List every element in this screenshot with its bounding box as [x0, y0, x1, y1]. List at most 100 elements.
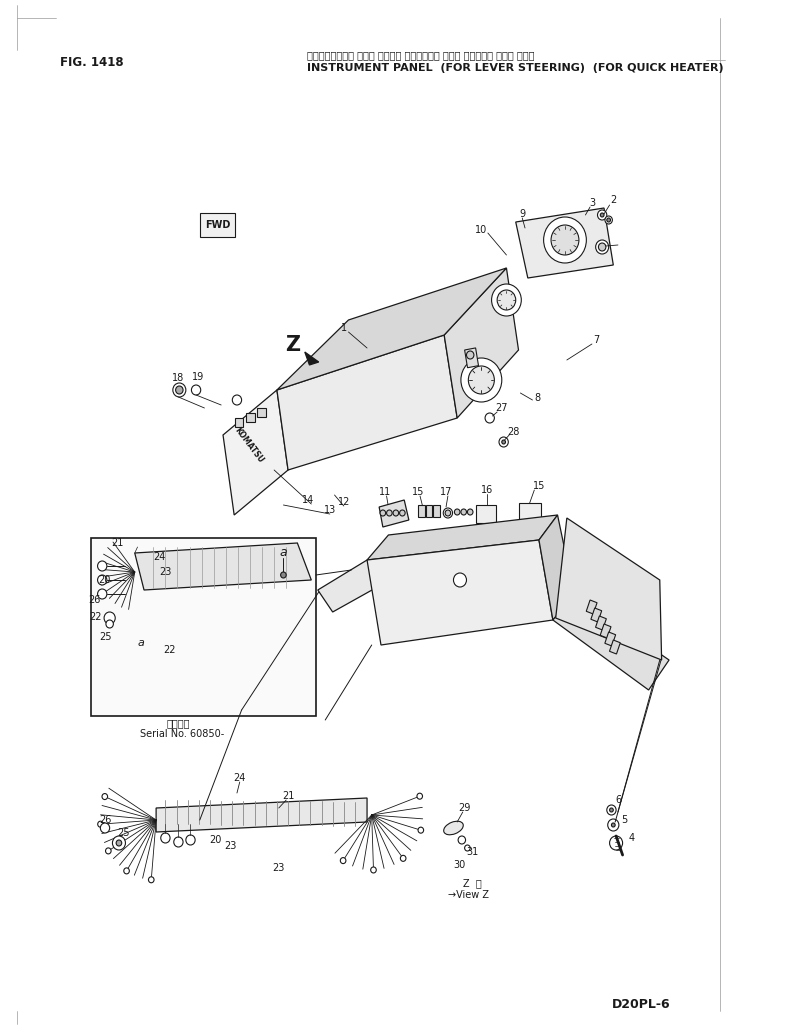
Text: 15: 15: [533, 481, 545, 491]
Circle shape: [104, 612, 115, 624]
Text: 4: 4: [629, 833, 635, 843]
Text: 24: 24: [234, 773, 246, 783]
Polygon shape: [367, 540, 553, 645]
Circle shape: [607, 805, 616, 815]
Text: 5: 5: [622, 815, 627, 825]
Circle shape: [445, 510, 451, 516]
Polygon shape: [367, 514, 557, 560]
Text: 16: 16: [481, 485, 493, 495]
Circle shape: [607, 218, 611, 222]
Circle shape: [98, 589, 107, 599]
Text: Z  矢: Z 矢: [463, 878, 482, 888]
Bar: [91, 538, 316, 716]
Bar: [246, 413, 254, 422]
Circle shape: [544, 217, 587, 263]
Circle shape: [174, 837, 183, 847]
Polygon shape: [156, 799, 367, 832]
Circle shape: [116, 840, 122, 846]
Text: 19: 19: [192, 372, 204, 382]
Circle shape: [192, 385, 200, 395]
Polygon shape: [134, 543, 312, 590]
Circle shape: [461, 358, 502, 402]
Ellipse shape: [444, 821, 463, 835]
Text: KOMATSU: KOMATSU: [233, 426, 266, 464]
Text: 12: 12: [338, 497, 350, 507]
Text: 22: 22: [163, 645, 176, 655]
Circle shape: [393, 510, 398, 516]
Text: 8: 8: [534, 393, 540, 403]
Circle shape: [401, 855, 406, 861]
Circle shape: [598, 210, 607, 220]
Polygon shape: [223, 390, 288, 514]
Polygon shape: [318, 560, 381, 612]
Circle shape: [599, 243, 606, 251]
Circle shape: [173, 383, 186, 397]
Text: 23: 23: [224, 841, 237, 851]
Circle shape: [610, 836, 622, 850]
Text: 30: 30: [453, 860, 465, 870]
Circle shape: [600, 213, 604, 217]
Polygon shape: [304, 352, 319, 365]
Text: 14: 14: [302, 495, 315, 505]
Circle shape: [98, 561, 107, 571]
Circle shape: [605, 216, 612, 224]
Bar: [518, 503, 541, 523]
Circle shape: [186, 835, 195, 845]
Text: 1: 1: [341, 323, 347, 333]
Circle shape: [464, 845, 470, 851]
Circle shape: [106, 620, 114, 628]
Text: 15: 15: [412, 487, 425, 497]
Text: 21: 21: [111, 538, 123, 548]
Circle shape: [485, 413, 494, 423]
Bar: [610, 640, 620, 654]
Bar: [235, 418, 243, 427]
Circle shape: [417, 793, 422, 800]
Text: 7: 7: [593, 335, 599, 345]
Circle shape: [461, 509, 467, 514]
Circle shape: [502, 440, 506, 443]
Text: 10: 10: [475, 225, 487, 235]
Circle shape: [380, 510, 386, 516]
Text: 31: 31: [466, 847, 478, 857]
Circle shape: [610, 808, 613, 812]
Text: 25: 25: [99, 632, 111, 642]
Text: 25: 25: [118, 828, 130, 838]
Bar: [200, 213, 235, 237]
Circle shape: [453, 573, 467, 587]
Text: 21: 21: [282, 791, 294, 801]
Circle shape: [176, 386, 183, 394]
Polygon shape: [379, 500, 409, 527]
Polygon shape: [277, 268, 506, 390]
Text: 26: 26: [99, 815, 111, 825]
Circle shape: [149, 877, 154, 883]
Bar: [600, 624, 611, 638]
Text: 26: 26: [88, 595, 101, 605]
Text: 27: 27: [495, 403, 508, 413]
Circle shape: [458, 836, 466, 844]
Bar: [464, 348, 479, 367]
Circle shape: [491, 284, 522, 316]
Text: Serial No. 60850-: Serial No. 60850-: [140, 729, 224, 739]
Circle shape: [98, 821, 103, 827]
Circle shape: [418, 827, 424, 833]
Circle shape: [468, 366, 494, 394]
Circle shape: [100, 823, 110, 833]
Circle shape: [106, 848, 111, 854]
Text: FIG. 1418: FIG. 1418: [60, 57, 124, 70]
Bar: [595, 616, 607, 630]
Text: 18: 18: [173, 372, 184, 383]
Text: 9: 9: [519, 209, 525, 219]
Bar: [258, 409, 266, 417]
Polygon shape: [444, 268, 518, 418]
Text: 17: 17: [440, 487, 452, 497]
Text: FWD: FWD: [205, 220, 230, 230]
Bar: [591, 608, 602, 622]
Bar: [605, 632, 615, 646]
Text: インスゥルメント パネル （レバー ステアリング ヨウ） （クイック ヒータ ヨウ）: インスゥルメント パネル （レバー ステアリング ヨウ） （クイック ヒータ ヨ…: [307, 50, 534, 60]
Circle shape: [467, 351, 474, 359]
Polygon shape: [539, 514, 574, 620]
Circle shape: [370, 867, 376, 873]
Circle shape: [340, 857, 346, 863]
Circle shape: [444, 508, 452, 518]
Circle shape: [112, 836, 126, 850]
